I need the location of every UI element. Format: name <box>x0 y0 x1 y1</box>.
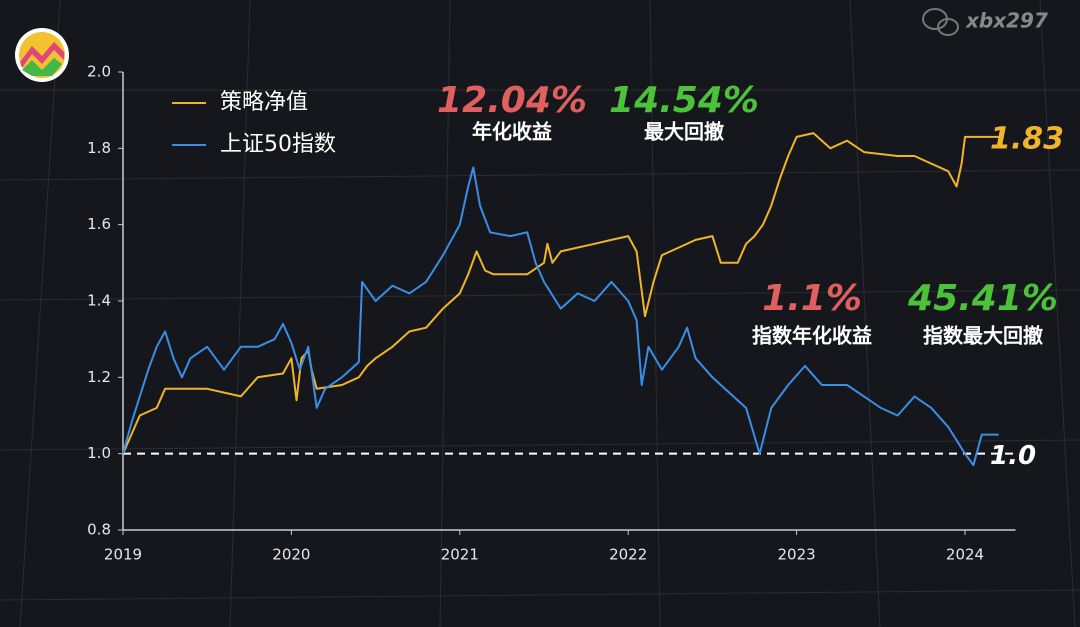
watermark-icon <box>922 8 959 36</box>
end-label: 1.83 <box>990 121 1064 156</box>
watermark: xbx297 <box>965 9 1048 33</box>
y-tick-label: 1.0 <box>87 444 111 462</box>
y-tick-label: 1.8 <box>87 139 111 157</box>
x-tick-label: 2023 <box>778 546 816 564</box>
legend-label: 上证50指数 <box>220 132 336 157</box>
stat-value: 45.41% <box>907 278 1058 319</box>
stat-label: 最大回撤 <box>644 120 724 144</box>
x-tick-label: 2021 <box>441 546 479 564</box>
stat-label: 年化收益 <box>472 120 552 144</box>
stat-label: 指数最大回撤 <box>923 324 1043 348</box>
x-tick-label: 2019 <box>104 546 142 564</box>
series-line <box>122 132 999 455</box>
stat-label: 指数年化收益 <box>752 324 872 348</box>
y-tick-label: 2.0 <box>87 63 111 81</box>
stat-value: 12.04% <box>437 80 587 121</box>
x-tick-label: 2020 <box>272 546 310 564</box>
y-tick-label: 0.8 <box>87 521 111 539</box>
x-tick-label: 2022 <box>609 546 647 564</box>
y-tick-label: 1.4 <box>87 292 111 310</box>
stat-value: 14.54% <box>609 80 759 121</box>
series-line <box>122 166 999 467</box>
logo <box>15 28 69 82</box>
reference-label: 1.0 <box>990 441 1036 471</box>
stat-value: 1.1% <box>762 278 862 319</box>
x-tick-label: 2024 <box>946 546 984 564</box>
y-tick-label: 1.6 <box>87 215 111 233</box>
y-tick-label: 1.2 <box>87 368 111 386</box>
legend-label: 策略净值 <box>220 90 308 115</box>
